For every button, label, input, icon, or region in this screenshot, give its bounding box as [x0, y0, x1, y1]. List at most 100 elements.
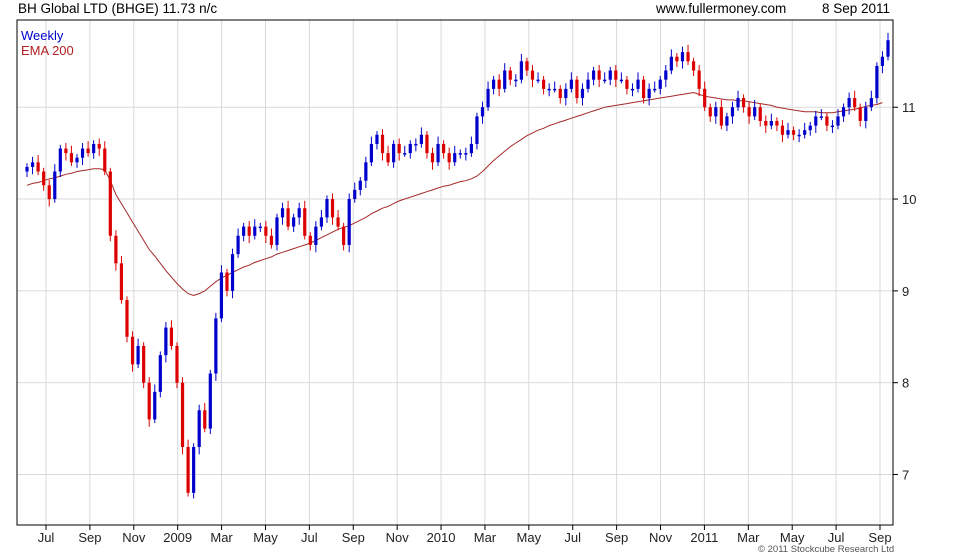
candle-body: [730, 107, 735, 117]
x-tick-label: Mar: [474, 530, 497, 545]
candle-body: [353, 189, 357, 200]
candle-body: [819, 116, 823, 118]
x-axis: Jul Sep Nov 2009 Mar May Jul Sep Nov 2010 Mar May Ju…: [38, 525, 892, 545]
candle-body: [714, 107, 718, 117]
candle-body: [486, 88, 490, 108]
candle-body: [836, 116, 840, 126]
candle-body: [25, 166, 29, 172]
candle-body: [830, 125, 835, 128]
copyright-notice: © 2011 Stockcube Research Ltd: [758, 544, 895, 555]
candle-body: [286, 208, 290, 227]
candle-body: [308, 235, 312, 245]
candle-body: [586, 79, 590, 89]
candle-body: [297, 208, 301, 218]
candle-body: [192, 446, 196, 493]
candle-body: [75, 157, 79, 163]
y-tick-label: 11: [902, 100, 916, 115]
candle-body: [130, 336, 135, 365]
candle-body: [47, 185, 51, 200]
candle-body: [519, 61, 523, 80]
candle-body: [264, 226, 268, 236]
candle-body: [169, 327, 174, 346]
y-tick-label: 10: [902, 192, 916, 207]
candle-body: [508, 70, 512, 80]
plot-frame: [16, 19, 894, 526]
candle-body: [114, 235, 118, 264]
candle-body: [258, 226, 262, 229]
x-tick-label: Nov: [122, 530, 146, 545]
candle-body: [225, 272, 229, 291]
y-tick-label: 9: [902, 284, 909, 299]
candle-body: [697, 70, 701, 89]
candle-body: [719, 107, 723, 126]
candle-body: [469, 143, 473, 154]
candle-body: [686, 52, 690, 62]
candle-body: [30, 162, 35, 167]
candle-body: [547, 88, 551, 91]
candle-body: [319, 217, 324, 227]
candle-body: [58, 148, 62, 172]
x-tick-label: Jul: [828, 530, 845, 545]
candle-body: [536, 79, 540, 82]
ema-200-line: [26, 91, 883, 297]
candle-body: [553, 88, 557, 91]
candle-body: [247, 226, 251, 236]
candle-body: [36, 162, 40, 172]
y-axis: 7 8 9 10 11: [893, 100, 916, 483]
candle-body: [869, 98, 873, 108]
candle-body: [569, 79, 573, 89]
candle-body: [53, 171, 57, 200]
chart-date: 8 Sep 2011: [822, 1, 891, 16]
candle-body: [636, 79, 640, 89]
candle-body: [864, 107, 868, 121]
candle-body: [358, 180, 362, 190]
candle-body: [875, 65, 879, 99]
candle-body: [414, 143, 418, 146]
candle-body: [664, 70, 668, 80]
candle-body: [630, 88, 635, 91]
candle-body: [841, 107, 846, 117]
candle-body: [269, 235, 274, 245]
candle-body: [208, 373, 212, 429]
candle-body: [603, 79, 607, 82]
candle-body: [786, 130, 790, 135]
candle-body: [647, 88, 651, 99]
candle-body: [480, 107, 485, 117]
legend-ema-200: EMA 200: [21, 43, 74, 58]
candle-body: [464, 153, 468, 155]
candle-body: [825, 116, 829, 126]
candle-body: [797, 134, 801, 137]
ema-200-series: [26, 91, 883, 297]
candle-body: [392, 143, 396, 163]
candle-body: [741, 98, 746, 108]
candle-body: [69, 153, 74, 163]
candle-body: [136, 345, 140, 365]
candle-body: [503, 70, 507, 89]
weekly-candles: [25, 32, 890, 499]
candle-body: [342, 226, 346, 245]
candle-body: [725, 116, 729, 126]
x-tick-label: Sep: [342, 530, 365, 545]
candle-body: [97, 143, 101, 149]
candle-body: [275, 217, 279, 245]
candle-body: [886, 40, 890, 57]
x-tick-label: Nov: [649, 530, 673, 545]
candle-body: [658, 79, 662, 89]
candle-body: [753, 107, 757, 117]
x-tick-label: May: [780, 530, 805, 545]
candle-body: [242, 226, 246, 236]
candle-body: [103, 148, 107, 172]
candle-body: [325, 199, 329, 218]
y-tick-label: 8: [902, 376, 909, 391]
candle-body: [80, 148, 85, 158]
candle-body: [442, 143, 446, 154]
chart-title: BH Global LTD (BHGE) 11.73 n/c: [18, 1, 218, 16]
x-tick-label: Nov: [386, 530, 410, 545]
candle-body: [669, 56, 673, 71]
x-tick-label: Sep: [605, 530, 628, 545]
candle-body: [558, 88, 562, 99]
candle-body: [780, 125, 785, 135]
candle-body: [430, 153, 435, 163]
y-tick-label: 7: [902, 468, 909, 483]
